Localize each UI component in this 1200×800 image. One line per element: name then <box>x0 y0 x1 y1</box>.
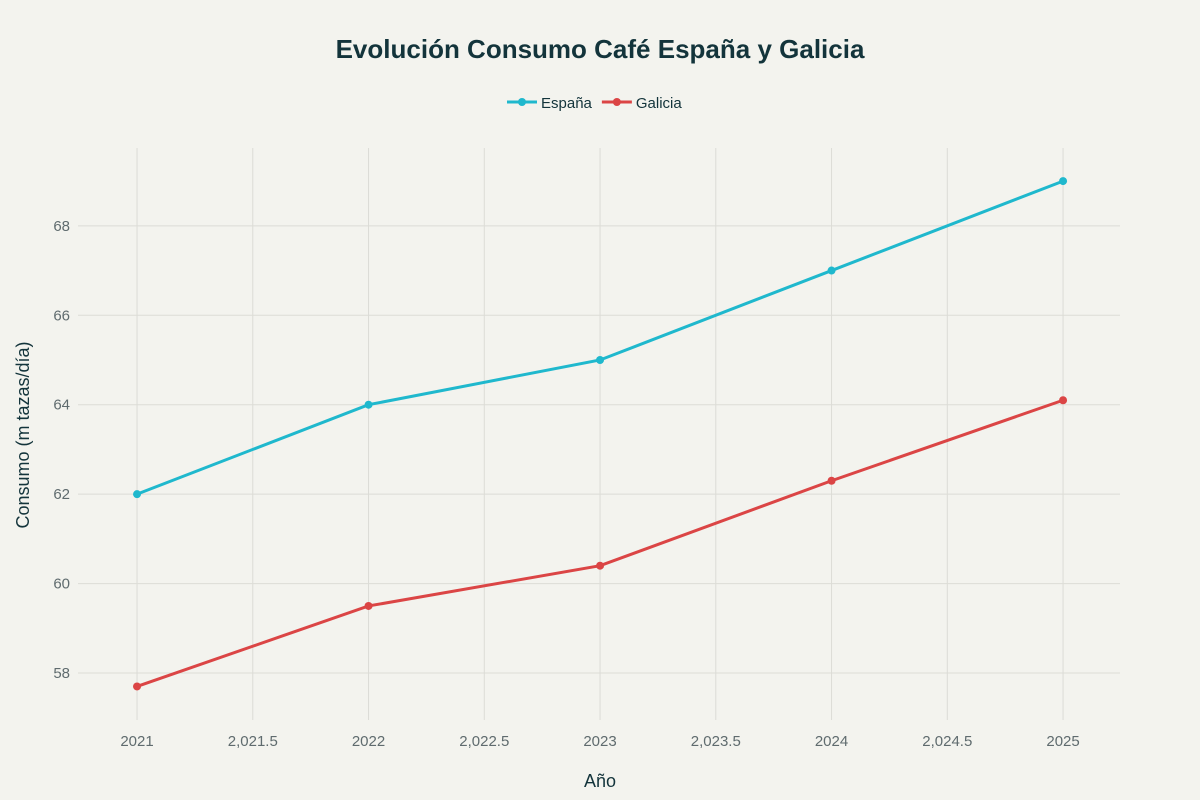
data-point[interactable] <box>133 682 142 691</box>
series-group <box>133 177 1068 691</box>
data-point[interactable] <box>133 490 142 499</box>
y-tick-label: 68 <box>53 218 70 235</box>
x-tick-label: 2021 <box>120 733 153 750</box>
chart-title: Evolución Consumo Café España y Galicia <box>336 34 865 64</box>
x-tick-label: 2,021.5 <box>228 733 278 750</box>
x-tick-label: 2,023.5 <box>691 733 741 750</box>
legend-label: Galicia <box>636 95 683 112</box>
data-point[interactable] <box>827 266 836 275</box>
x-tick-label: 2,024.5 <box>922 733 972 750</box>
data-point[interactable] <box>827 476 836 485</box>
legend-item-galicia[interactable]: Galicia <box>601 95 683 112</box>
series-galicia <box>133 396 1068 691</box>
x-axis-ticks: 2021 2,021.5 2022 2,022.5 2023 2,023.5 2024 2,0… <box>120 733 1079 750</box>
data-point[interactable] <box>364 601 373 610</box>
data-point[interactable] <box>596 355 605 364</box>
legend-marker-icon <box>518 98 526 106</box>
x-tick-label: 2,022.5 <box>459 733 509 750</box>
y-tick-label: 64 <box>53 397 70 414</box>
series-españa <box>133 177 1068 499</box>
y-tick-label: 66 <box>53 307 70 324</box>
x-tick-label: 2023 <box>583 733 616 750</box>
data-point[interactable] <box>1059 396 1068 405</box>
data-point[interactable] <box>596 561 605 570</box>
data-point[interactable] <box>1059 177 1068 186</box>
y-tick-label: 58 <box>53 665 70 682</box>
x-tick-label: 2025 <box>1046 733 1079 750</box>
y-axis-ticks: 58 60 62 64 66 68 <box>53 218 70 682</box>
legend: España Galicia <box>507 95 682 112</box>
legend-label: España <box>541 95 593 112</box>
data-point[interactable] <box>364 400 373 409</box>
legend-item-españa[interactable]: España <box>507 95 593 112</box>
x-axis-label: Año <box>584 771 616 791</box>
y-axis-label: Consumo (m tazas/día) <box>13 341 33 528</box>
y-tick-label: 62 <box>53 486 70 503</box>
legend-marker-icon <box>612 98 621 106</box>
y-tick-label: 60 <box>53 576 70 593</box>
x-tick-label: 2022 <box>352 733 385 750</box>
gridlines <box>78 148 1120 720</box>
x-tick-label: 2024 <box>815 733 848 750</box>
